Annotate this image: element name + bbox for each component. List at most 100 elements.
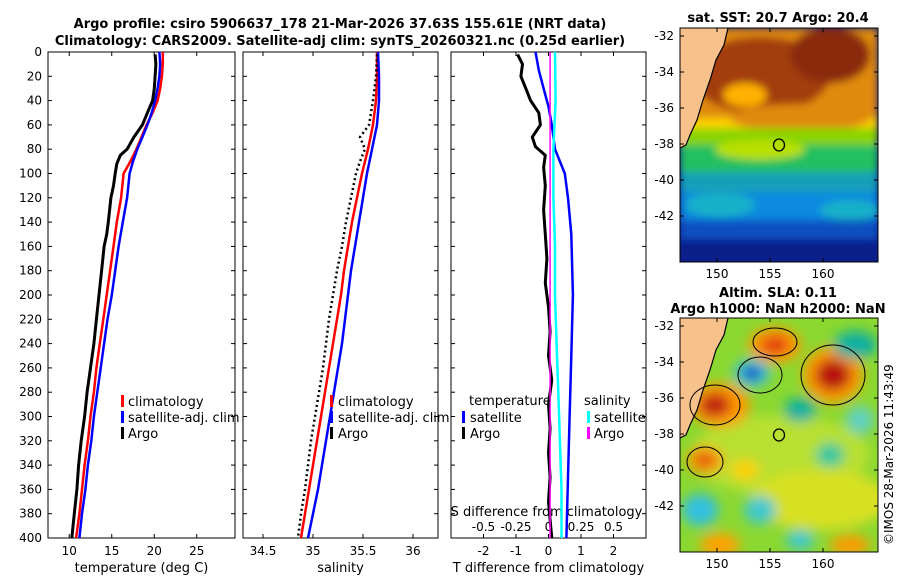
map-y-tick-label: -40: [654, 463, 674, 477]
map-x-tick-label: 160: [812, 267, 835, 281]
map-y-tick-label: -34: [654, 355, 674, 369]
legend-swatch-argo: [121, 427, 124, 439]
secondary-axis-label: S difference from climatology: [451, 505, 643, 520]
y-tick-label: 160: [19, 239, 42, 253]
salinity-panel: 34.5 35 35.5 36 salinity: [242, 51, 439, 576]
legend-label-temp-argo: Argo: [470, 427, 500, 442]
series-salinity-satellite: [552, 51, 563, 538]
y-tick-label: 40: [27, 94, 42, 108]
sla-map-title-2: Argo h1000: NaN h2000: NaN: [670, 302, 885, 317]
map-y-tick-label: -38: [654, 137, 674, 151]
temperature-x-axis-label: temperature (deg C): [75, 561, 209, 576]
secondary-tick-label: 0.25: [568, 520, 595, 534]
y-tick-label: 80: [27, 142, 42, 156]
legend-swatch-temp-argo: [462, 427, 465, 439]
secondary-tick-label: 0.5: [604, 520, 623, 534]
secondary-tick-label: -0.25: [500, 520, 531, 534]
y-tick-label: 380: [19, 507, 42, 521]
y-tick-label: 280: [19, 385, 42, 399]
y-tick-label: 260: [19, 361, 42, 375]
sla-map-frame: [679, 317, 879, 553]
sst-map-title: sat. SST: 20.7 Argo: 20.4: [687, 11, 868, 26]
series-satellite-adj-clim: [306, 51, 381, 539]
map-y-tick-label: -42: [654, 499, 674, 513]
y-tick-label: 300: [19, 410, 42, 424]
map-y-tick-label: -38: [654, 427, 674, 441]
y-tick-label: 400: [19, 531, 42, 545]
map-y-tick-label: -32: [654, 29, 674, 43]
series-climatology: [299, 52, 379, 539]
legend-swatch-sal-satellite: [587, 411, 590, 423]
legend-title-temperature: temperature: [469, 394, 551, 409]
legend-swatch-satellite: [330, 411, 333, 423]
y-tick-label: 0: [34, 45, 42, 59]
sst-map-axes: -32 -34 -36 -38 -40 -42 150 155 160: [654, 28, 878, 281]
legend-title-salinity: salinity: [584, 394, 631, 409]
map-y-tick-label: -42: [654, 209, 674, 223]
legend-label-sal-satellite: satellite: [594, 411, 646, 426]
series-argo: [296, 54, 379, 539]
sla-map-axes: -32 -34 -36 -38 -40 -42 150 155 160: [654, 318, 878, 571]
argo-location-marker: [772, 138, 786, 152]
x-tick-label: 35: [305, 544, 320, 558]
temperature-panel: 0 20 40 60 80 100 120 140 160 180 200 220 240 260 280 3…: [19, 45, 236, 576]
legend-swatch-argo: [330, 427, 333, 439]
secondary-tick-label: -0.5: [472, 520, 495, 534]
x-tick-label: 0: [545, 544, 553, 558]
x-tick-label: 10: [62, 544, 77, 558]
legend-label-climatology: climatology: [128, 395, 204, 410]
legend-label-climatology: climatology: [338, 395, 414, 410]
map-x-tick-label: 155: [759, 557, 782, 571]
legend-label-satellite: satellite-adj. clim: [338, 411, 450, 426]
x-tick-label: 25: [189, 544, 204, 558]
y-tick-label: 340: [19, 458, 42, 472]
sla-map-title-1: Altim. SLA: 0.11: [719, 286, 837, 301]
legend-label-satellite: satellite-adj. clim: [128, 411, 240, 426]
x-tick-label: 15: [104, 544, 119, 558]
legend-swatch-climatology: [121, 395, 124, 407]
map-x-tick-label: 155: [759, 267, 782, 281]
temperature-legend: climatology satellite-adj. clim Argo: [121, 395, 240, 442]
difference-panel: -2 -1 0 1 2 T difference from climatology S di…: [450, 51, 647, 576]
title-line-1: Argo profile: csiro 5906637_178 21-Mar-2…: [74, 17, 607, 32]
legend-label-argo: Argo: [338, 427, 368, 442]
x-tick-label: -2: [478, 544, 490, 558]
map-x-tick-label: 160: [812, 557, 835, 571]
y-tick-label: 360: [19, 482, 42, 496]
y-tick-label: 120: [19, 191, 42, 205]
x-tick-label: 2: [610, 544, 618, 558]
map-x-tick-label: 150: [706, 557, 729, 571]
map-y-tick-label: -32: [654, 319, 674, 333]
map-y-tick-label: -40: [654, 173, 674, 187]
title-line-2: Climatology: CARS2009. Satellite-adj cli…: [55, 34, 625, 49]
series-temperature-satellite: [534, 51, 575, 539]
legend-swatch-satellite: [121, 411, 124, 423]
x-tick-label: -1: [510, 544, 522, 558]
legend-swatch-temp-satellite: [462, 411, 465, 423]
legend-label-temp-satellite: satellite: [470, 411, 522, 426]
y-tick-label: 20: [27, 69, 42, 83]
argo-location-marker: [772, 428, 786, 442]
series-temperature-argo: [516, 53, 554, 539]
x-tick-label: 34.5: [250, 544, 277, 558]
secondary-tick-label: 0: [545, 520, 553, 534]
x-tick-label: 20: [147, 544, 162, 558]
difference-x-axis-label: T difference from climatology: [452, 561, 645, 576]
footer-stamp: ©IMOS 28-Mar-2026 11:43:49: [882, 364, 896, 545]
sst-map: [680, 28, 878, 262]
legend-label-sal-argo: Argo: [594, 427, 624, 442]
sst-map-frame: [679, 27, 879, 263]
y-tick-label: 140: [19, 215, 42, 229]
series-argo: [70, 54, 158, 539]
legend-label-argo: Argo: [128, 427, 158, 442]
series-climatology: [74, 52, 165, 539]
y-tick-label: 320: [19, 434, 42, 448]
y-tick-label: 240: [19, 337, 42, 351]
map-y-tick-label: -36: [654, 391, 674, 405]
sla-map: [680, 318, 878, 552]
y-tick-label: 180: [19, 264, 42, 278]
salinity-legend: climatology satellite-adj. clim Argo: [330, 395, 450, 442]
salinity-x-axis-label: salinity: [317, 561, 364, 576]
map-x-tick-label: 150: [706, 267, 729, 281]
